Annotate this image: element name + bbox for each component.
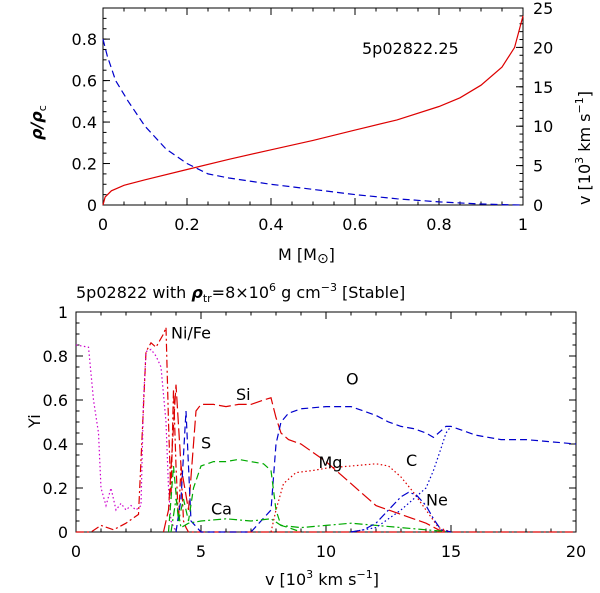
top-y-right-tick-label: 15	[533, 78, 553, 97]
top-y-left-tick-label: 0.4	[72, 113, 97, 132]
bottom-y-tick-label: 0	[58, 523, 68, 542]
annotation-ne: Ne	[426, 491, 448, 510]
bottom-series-ni-fe	[76, 327, 576, 533]
top-y-left-tick-label: 0.8	[72, 30, 97, 49]
top-x-tick-label: 0.2	[174, 215, 199, 234]
bottom-series-ne	[350, 491, 452, 533]
bottom-x-tick-label: 10	[316, 542, 336, 561]
top-x-tick-label: 0.6	[342, 215, 367, 234]
top-y-left-tick-label: 0.6	[72, 72, 97, 91]
top-series	[102, 15, 524, 206]
bottom-series-ca	[170, 498, 452, 533]
bottom-ticks: 0 5 10 15 20 0 0.2 0.4 0.6 0.8 1	[43, 303, 587, 561]
bottom-series-s	[167, 458, 302, 533]
bottom-y-tick-label: 0.6	[43, 391, 68, 410]
bottom-series-si	[162, 384, 452, 533]
top-x-tick-label: 1	[518, 215, 528, 234]
top-y-right-tick-label: 20	[533, 38, 553, 57]
top-y-right-tick-label: 10	[533, 117, 553, 136]
top-y-right-tick-label: 0	[533, 196, 543, 215]
top-series-density	[102, 38, 524, 206]
top-x-tick-label: 0.8	[426, 215, 451, 234]
bottom-y-tick-label: 0.8	[43, 347, 68, 366]
bottom-plot-frame	[75, 311, 577, 533]
top-x-axis-label: M [M⊙]	[278, 245, 335, 267]
bottom-series-he	[75, 344, 177, 533]
top-x-tick-label: 0.4	[258, 215, 283, 234]
bottom-series-c	[350, 426, 452, 533]
top-series-velocity	[102, 15, 524, 206]
bottom-x-tick-label: 15	[441, 542, 461, 561]
bottom-series	[75, 327, 577, 533]
annotation-c: C	[406, 451, 417, 470]
annotation-ca: Ca	[211, 499, 232, 518]
bottom-x-tick-label: 20	[566, 542, 586, 561]
annotation-o: O	[346, 370, 359, 389]
bottom-y-tick-label: 1	[58, 303, 68, 322]
bottom-chart-title: 5p02822 with ρtr=8×106 g cm−3 [Stable]	[76, 281, 405, 305]
top-y-right-tick-label: 25	[533, 0, 553, 18]
annotation-mg: Mg	[319, 453, 343, 472]
top-y-left-tick-label: 0.2	[72, 155, 97, 174]
bottom-chart: 5p02822 with ρtr=8×106 g cm−3 [Stable] 0…	[25, 281, 586, 589]
bottom-y-tick-label: 0.2	[43, 479, 68, 498]
top-y-axis-label-left: ρ/ρc	[27, 105, 49, 140]
top-y-left-tick-label: 0	[87, 196, 97, 215]
bottom-y-axis-label: Yi	[25, 414, 44, 429]
top-panel-label: 5p02822.25	[362, 39, 459, 58]
bottom-x-tick-label: 5	[196, 542, 206, 561]
top-plot-frame	[102, 7, 524, 206]
bottom-x-tick-label: 0	[71, 542, 81, 561]
annotation-s: S	[201, 433, 211, 452]
top-y-axis-label-right: v [103 km s−1]	[573, 91, 594, 205]
bottom-y-tick-label: 0.4	[43, 435, 68, 454]
bottom-annotations: Ni/Fe Si O S Mg C Ca Ne	[171, 323, 448, 518]
bottom-series-o	[175, 406, 577, 533]
top-x-tick-label: 0	[98, 215, 108, 234]
annotation-ni-fe: Ni/Fe	[171, 323, 211, 342]
top-y-right-tick-label: 5	[533, 157, 543, 176]
bottom-series-mg	[270, 463, 452, 533]
bottom-x-axis-label: v [103 km s−1]	[265, 568, 379, 589]
annotation-si: Si	[236, 385, 251, 404]
